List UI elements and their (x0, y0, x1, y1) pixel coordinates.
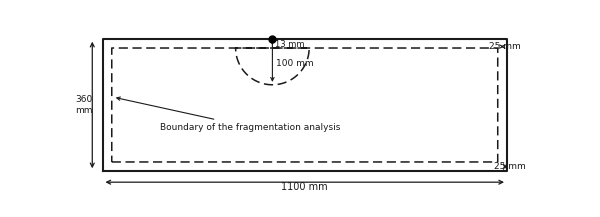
Text: 1100 mm: 1100 mm (281, 182, 328, 192)
Text: 25 mm: 25 mm (494, 162, 525, 171)
Text: 360
mm: 360 mm (76, 95, 93, 115)
Text: 25 mm: 25 mm (489, 42, 521, 51)
Text: 100 mm: 100 mm (276, 59, 314, 68)
Text: 13 mm: 13 mm (275, 40, 304, 49)
Text: Boundary of the fragmentation analysis: Boundary of the fragmentation analysis (117, 97, 340, 132)
